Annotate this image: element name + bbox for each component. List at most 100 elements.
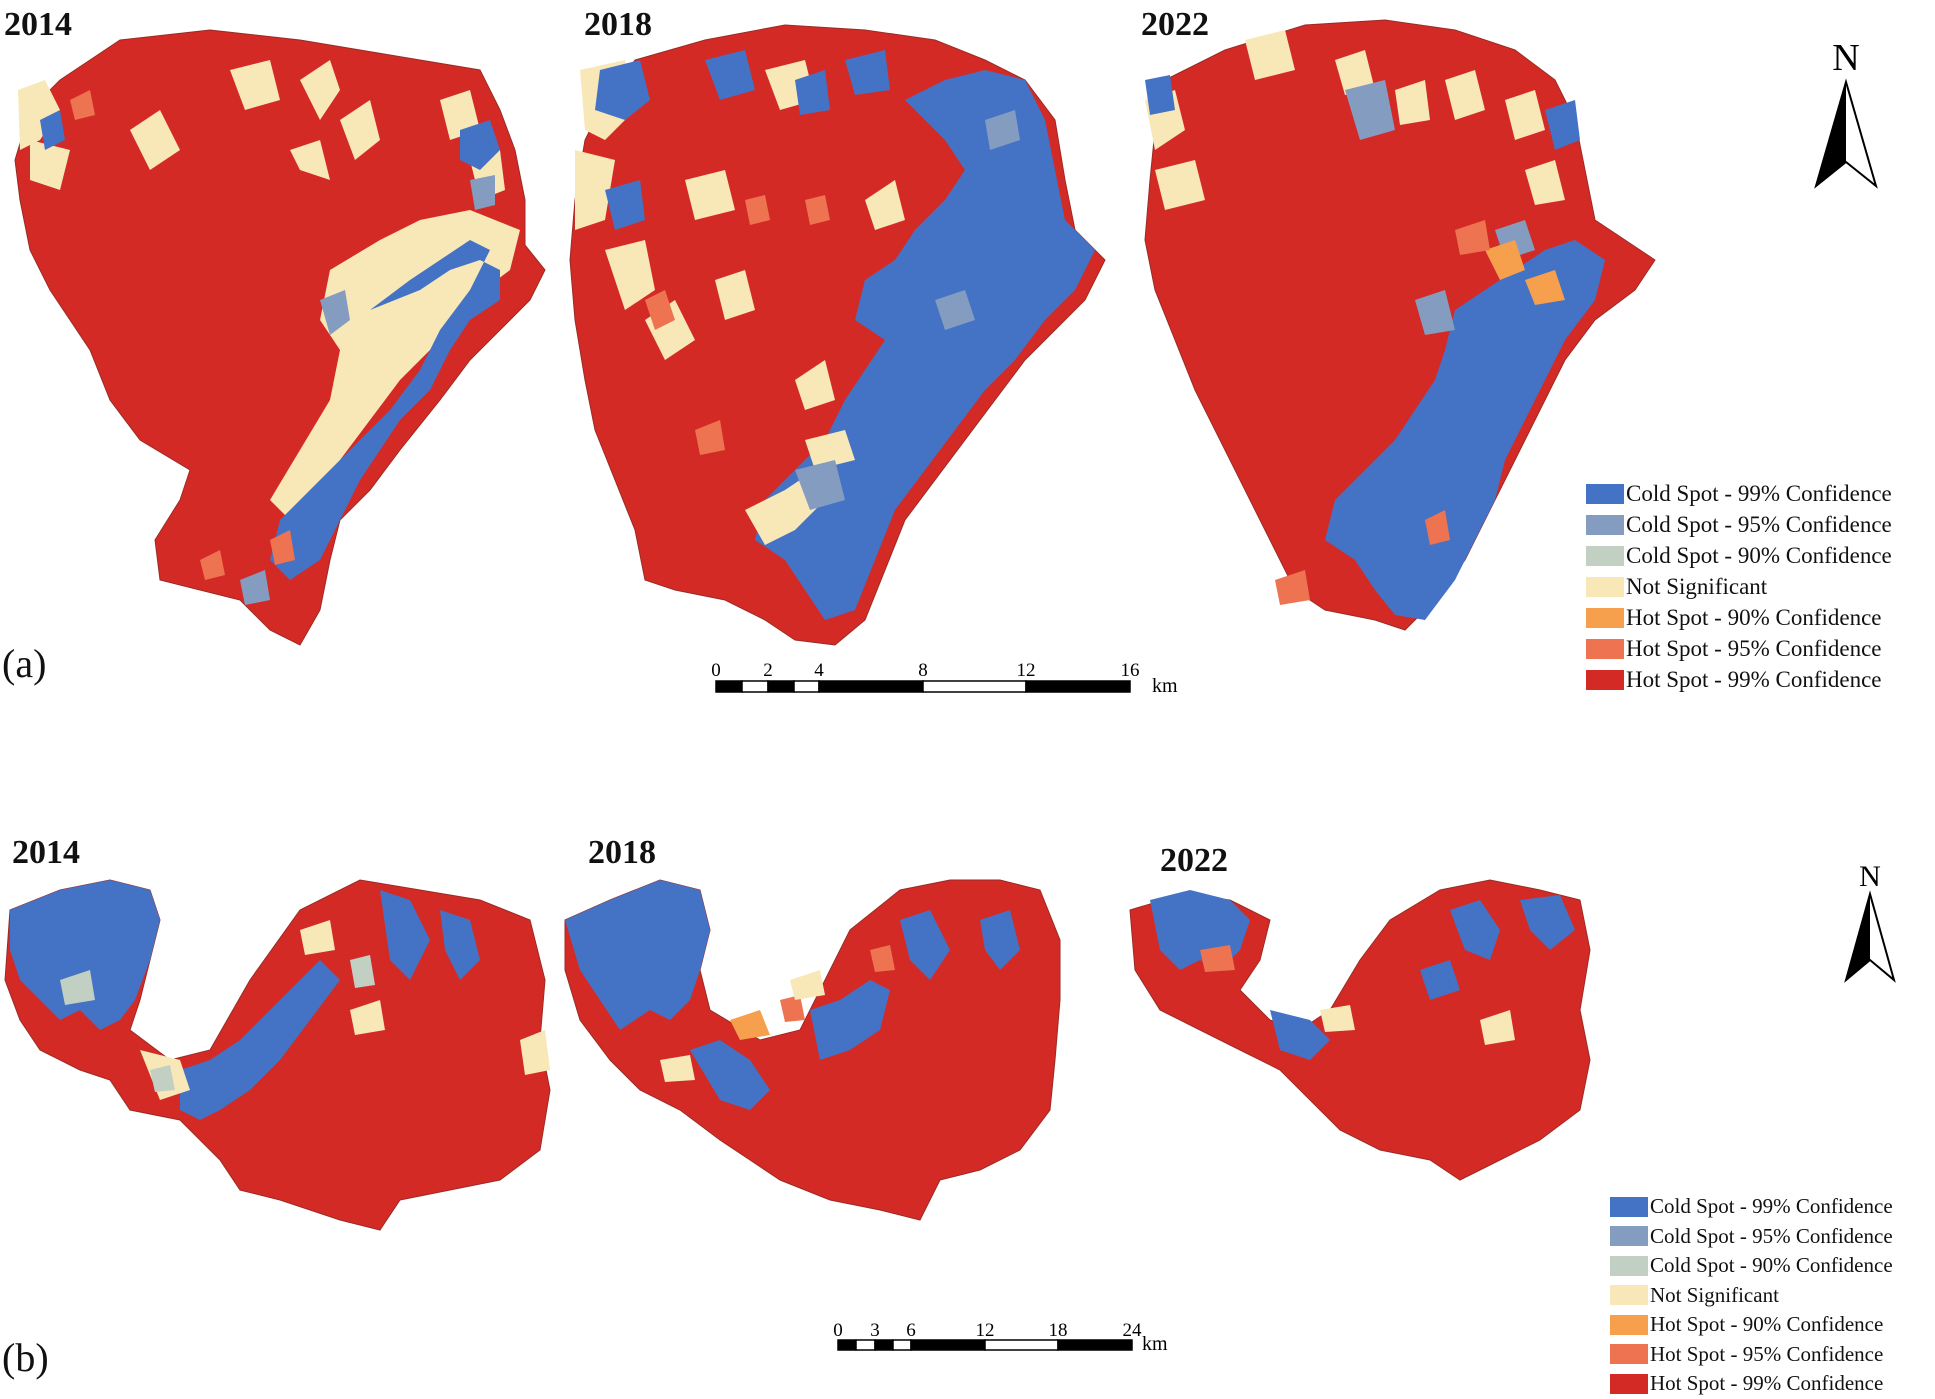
legend-a-label: Not Significant [1626, 573, 1768, 599]
legend-a-row: Hot Spot - 95% Confidence [1586, 633, 1892, 664]
legend-b-swatch [1610, 1226, 1648, 1247]
map-b-2018-not-significant [660, 970, 825, 1082]
panel-a-year-3: 2022 [1141, 6, 1209, 43]
scale-b-unit: km [1142, 1333, 1168, 1355]
scale-a-unit: km [1152, 675, 1178, 697]
scale-a-tick-5: 16 [1121, 660, 1140, 681]
scale-b-tick-4: 18 [1049, 1320, 1068, 1341]
map-a-2022-hot-spot-90 [1485, 240, 1565, 305]
legend-a-label: Cold Spot - 90% Confidence [1626, 542, 1892, 568]
legend-b-label: Hot Spot - 90% Confidence [1650, 1312, 1884, 1337]
legend-b-swatch [1610, 1344, 1648, 1365]
map-b-2018 [564, 879, 1061, 1221]
legend-b-row: Cold Spot - 99% Confidence [1610, 1192, 1893, 1222]
map-a-2018-cold-spot-95 [795, 110, 1020, 510]
panel-a-year-2: 2018 [584, 6, 652, 43]
map-a-2014 [14, 29, 546, 646]
legend-a-row: Cold Spot - 95% Confidence [1586, 509, 1892, 540]
map-a-2022-not-significant [1145, 30, 1565, 210]
map-b-2022-not-significant [1320, 1005, 1515, 1045]
legend-a-swatch [1586, 638, 1624, 659]
legend-a-swatch [1586, 514, 1624, 535]
map-b-2014 [4, 879, 551, 1231]
panel-b-year-1: 2014 [12, 834, 80, 871]
scale-a-tick-2: 4 [814, 660, 824, 681]
map-a-2022-cold-spot-95 [1345, 80, 1535, 335]
legend-a: Cold Spot - 99% Confidence Cold Spot - 9… [1586, 478, 1892, 695]
legend-b-row: Cold Spot - 95% Confidence [1610, 1222, 1893, 1252]
map-a-2014-not-significant-east [270, 210, 520, 520]
map-a-2014-region [14, 29, 546, 646]
map-a-2018 [569, 24, 1106, 646]
scale-a-tick-1: 2 [763, 660, 773, 681]
scale-b-tick-1: 3 [870, 1320, 880, 1341]
map-b-2022-hot-spot-95 [1200, 945, 1235, 972]
legend-a-row: Hot Spot - 99% Confidence [1586, 664, 1892, 695]
scale-b-tick-3: 12 [976, 1320, 995, 1341]
legend-b-label: Cold Spot - 90% Confidence [1650, 1253, 1893, 1278]
scale-b-tick-5: 24 [1123, 1320, 1143, 1341]
scale-b-segments [837, 1339, 1133, 1351]
scale-b-tick-2: 6 [906, 1320, 916, 1341]
map-a-2014-not-significant-north [18, 60, 505, 200]
legend-b: Cold Spot - 99% Confidence Cold Spot - 9… [1610, 1192, 1893, 1399]
map-a-2022-cold-spot-99 [1145, 75, 1605, 620]
legend-a-swatch [1586, 483, 1624, 504]
scale-a-segments [715, 680, 1131, 693]
legend-b-swatch [1610, 1314, 1648, 1335]
scale-bar-b: 0 3 6 12 18 24 km [833, 1320, 1168, 1355]
map-a-2018-hot-spot-95 [645, 195, 830, 455]
scale-bar-a: 0 2 4 8 12 16 km [711, 660, 1178, 697]
map-b-2018-hot-spot-90 [730, 1010, 770, 1040]
map-b-2018-hot-spot-95 [780, 945, 895, 1022]
legend-b-swatch [1610, 1373, 1648, 1394]
legend-b-row: Cold Spot - 90% Confidence [1610, 1251, 1893, 1281]
legend-a-row: Hot Spot - 90% Confidence [1586, 602, 1892, 633]
map-b-2018-cold-spot-99 [565, 880, 1020, 1110]
map-b-2022 [1129, 879, 1591, 1181]
legend-b-swatch [1610, 1196, 1648, 1217]
scale-a-tick-4: 12 [1017, 660, 1036, 681]
legend-b-row: Not Significant [1610, 1281, 1893, 1311]
legend-a-label: Cold Spot - 95% Confidence [1626, 511, 1892, 537]
legend-a-row: Cold Spot - 90% Confidence [1586, 540, 1892, 571]
panel-a-year-1: 2014 [4, 6, 72, 43]
map-b-2014-cold-spot-99-west [10, 880, 480, 1120]
legend-b-label: Hot Spot - 99% Confidence [1650, 1371, 1884, 1396]
panel-b-label: (b) [2, 1335, 49, 1380]
scale-b-tick-0: 0 [833, 1320, 843, 1341]
legend-b-label: Hot Spot - 95% Confidence [1650, 1341, 1884, 1366]
panel-a-label: (a) [2, 641, 47, 686]
north-arrow-half-icon [1846, 894, 1870, 980]
legend-b-label: Cold Spot - 95% Confidence [1650, 1223, 1893, 1248]
legend-a-row: Not Significant [1586, 571, 1892, 602]
north-arrow-a: N [1814, 37, 1878, 189]
scale-a-tick-0: 0 [711, 660, 721, 681]
north-arrow-half-icon [1816, 82, 1846, 186]
panel-b-year-3: 2022 [1160, 842, 1228, 879]
legend-b-label: Cold Spot - 99% Confidence [1650, 1194, 1893, 1219]
map-b-2014-not-significant [140, 920, 550, 1100]
legend-a-swatch [1586, 607, 1624, 628]
legend-b-row: Hot Spot - 90% Confidence [1610, 1310, 1893, 1340]
north-arrow-a-label: N [1832, 37, 1859, 79]
panel-b-year-2: 2018 [588, 834, 656, 871]
map-a-2018-not-significant-east [745, 180, 905, 545]
legend-b-label: Not Significant [1650, 1282, 1779, 1307]
legend-b-row: Hot Spot - 99% Confidence [1610, 1369, 1893, 1399]
legend-a-row: Cold Spot - 99% Confidence [1586, 478, 1892, 509]
map-a-2018-cold-spot-99-west [595, 50, 890, 230]
legend-a-swatch [1586, 576, 1624, 597]
map-b-2022-region [1129, 879, 1591, 1181]
north-arrow-b-label: N [1859, 860, 1881, 893]
legend-a-swatch [1586, 669, 1624, 690]
legend-b-swatch [1610, 1255, 1648, 1276]
scale-a-tick-3: 8 [918, 660, 928, 681]
north-arrow-b: N [1844, 860, 1896, 983]
legend-a-label: Hot Spot - 95% Confidence [1626, 635, 1882, 661]
legend-a-label: Hot Spot - 90% Confidence [1626, 604, 1882, 630]
legend-a-swatch [1586, 545, 1624, 566]
legend-a-label: Cold Spot - 99% Confidence [1626, 480, 1892, 506]
map-a-2022 [1144, 19, 1656, 631]
legend-b-row: Hot Spot - 95% Confidence [1610, 1340, 1893, 1370]
